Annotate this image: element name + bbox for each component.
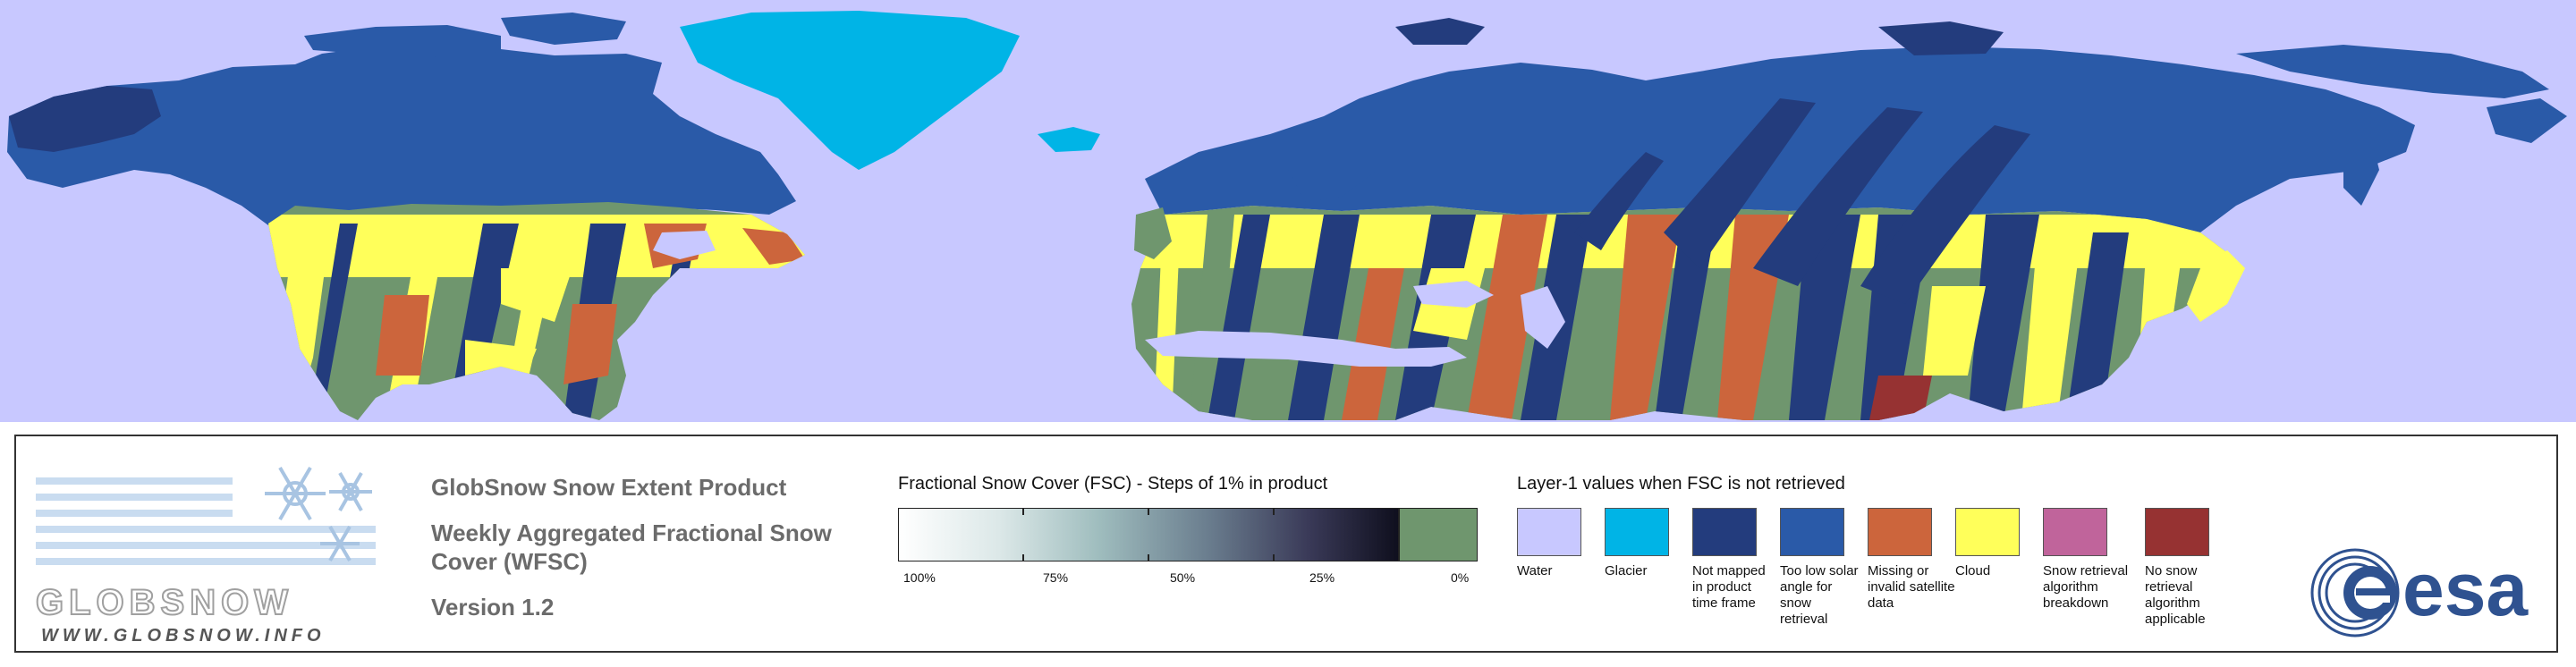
alaska-region (9, 86, 161, 152)
north-america-north (7, 43, 796, 225)
snow-cover-map (0, 0, 2576, 422)
greenland-glacier (680, 11, 1020, 170)
snowflake-icon (36, 466, 376, 565)
globsnow-logo: GLOBSNOW WWW.GLOBSNOW.INFO (35, 451, 394, 647)
label-cloud: Cloud (1955, 563, 1991, 578)
fsc-tick-75: 75% (1043, 570, 1069, 585)
label-missing: Missing or invalid satellite data (1868, 563, 1955, 611)
esa-wordmark: esa (2402, 547, 2529, 631)
legend-panel: GLOBSNOW WWW.GLOBSNOW.INFO GlobSnow Snow… (14, 435, 2558, 653)
globsnow-brand: GLOBSNOW (35, 582, 293, 623)
swatch-breakdown (2043, 508, 2107, 556)
label-not-mapped: Not mapped in product time frame (1692, 563, 1766, 611)
label-water: Water (1517, 563, 1553, 578)
globsnow-website: WWW.GLOBSNOW.INFO (41, 626, 326, 646)
label-glacier: Glacier (1605, 563, 1648, 578)
layer1-title: Layer-1 values when FSC is not retrieved (1517, 474, 1845, 494)
swatch-missing (1868, 508, 1932, 556)
fsc-tick-100: 100% (903, 570, 936, 585)
product-subtitle: Weekly Aggregated Fractional Snow Cover … (431, 519, 832, 575)
swatch-glacier (1605, 508, 1669, 556)
fsc-ticks (1022, 508, 1275, 561)
fsc-tick-50: 50% (1170, 570, 1196, 585)
swatch-no-algorithm (2145, 508, 2209, 556)
fsc-tick-25: 25% (1309, 570, 1335, 585)
product-title: GlobSnow Snow Extent Product (431, 474, 787, 501)
fsc-scale-title: Fractional Snow Cover (FSC) - Steps of 1… (898, 474, 1328, 494)
label-low-solar: Too low solar angle for snow retrieval (1780, 563, 1859, 627)
label-no-algorithm: No snow retrieval algorithm applicable (2145, 563, 2206, 627)
swatch-low-solar (1780, 508, 1844, 556)
swatch-not-mapped (1692, 508, 1757, 556)
fsc-zero-swatch (1399, 508, 1478, 561)
swatch-cloud (1955, 508, 2020, 556)
product-version: Version 1.2 (431, 594, 555, 621)
label-breakdown: Snow retrieval algorithm breakdown (2043, 563, 2129, 611)
fsc-tick-0: 0% (1451, 570, 1470, 585)
swatch-water (1517, 508, 1581, 556)
esa-logo: esa (2306, 544, 2547, 642)
esa-emblem-icon (2310, 548, 2400, 637)
